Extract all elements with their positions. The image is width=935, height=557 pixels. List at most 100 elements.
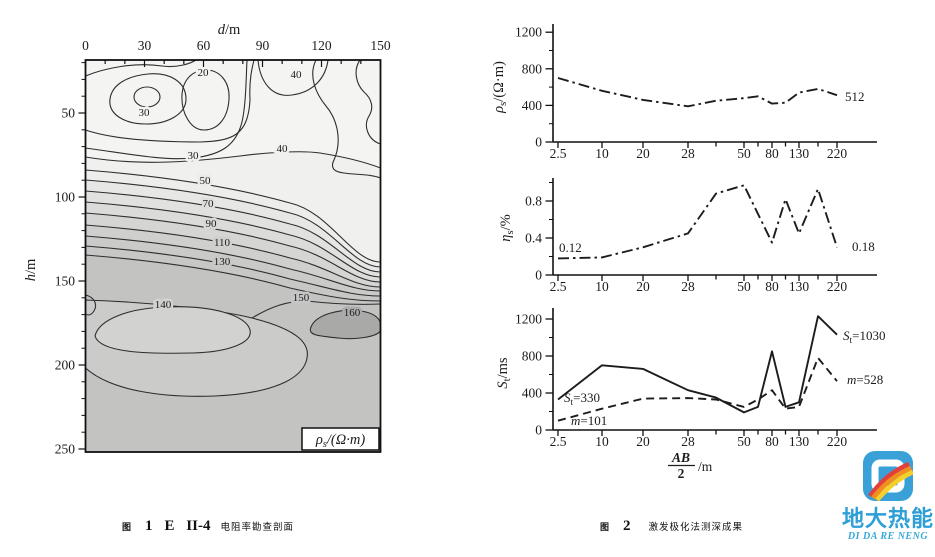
x-tick-label: 30 [138, 38, 152, 53]
contour-lines-shallow [85, 59, 381, 179]
x-tick-label: 2.5 [550, 146, 567, 161]
contour-line [312, 59, 381, 179]
figure2-caption: 图 2 激发极化法测深成果 [600, 518, 743, 535]
x-tick-label: 50 [737, 146, 751, 161]
x-tick-label: 20 [636, 434, 650, 449]
x-tick-label: 20 [636, 279, 650, 294]
y-tick-label: 800 [522, 61, 543, 76]
contour-region-140 [94, 306, 251, 354]
contour-ring-30 [109, 73, 187, 125]
x-tick-label: 28 [681, 434, 695, 449]
contour-line [85, 190, 381, 273]
contour-labels: 20 30 40 30 40 50 70 90 110 130 140 150 160 [136, 65, 363, 322]
contour-line-40-upper [257, 59, 329, 96]
contour-x-axis-title: d/m [218, 22, 241, 38]
x-tick-label: 80 [765, 146, 779, 161]
didareneng-logo: 地大热能 DI DA RE NENG [840, 450, 935, 542]
y-tick-label: 400 [522, 98, 543, 113]
contour-line [85, 179, 381, 268]
contour-line [85, 201, 381, 278]
contour-blob-20 [181, 69, 230, 131]
contour-ticks: 0 30 60 90 120 150 50 100 150 200 250 [55, 38, 391, 457]
x-title-denominator: 2 [678, 466, 685, 481]
contour-legend: ρs/(Ω·m) [301, 427, 380, 451]
chart-annotations: 512 0.12 0.18 St=330 m=101 St=1030 m=528 [559, 89, 885, 428]
contour-label: 70 [203, 198, 215, 210]
y-tick-label: 0 [535, 423, 542, 438]
x-tick-label: 220 [827, 434, 848, 449]
chart-series [557, 77, 838, 422]
contour-label: 140 [155, 299, 172, 311]
x-tick-label: 10 [595, 434, 609, 449]
contour-line [85, 212, 381, 283]
contour-line [355, 59, 381, 145]
y-tick-label: 0.4 [525, 231, 542, 246]
y-tick-label: 800 [522, 349, 543, 364]
contour-y-axis-title: h/m [23, 258, 39, 281]
panel1-y-axis-title: ρs/(Ω·m) [491, 61, 509, 114]
contour-line [85, 59, 197, 77]
annotation-m-end: m=528 [847, 372, 883, 387]
contour-legend-text: ρs/(Ω·m) [315, 432, 366, 450]
y-tick-label: 250 [55, 442, 76, 457]
contour-label: 30 [139, 107, 151, 119]
y-tick-label: 1200 [515, 25, 542, 40]
x-tick-label: 50 [737, 434, 751, 449]
x-tick-label: 150 [370, 38, 391, 53]
x-tick-label: 90 [256, 38, 270, 53]
x-tick-label: 28 [681, 279, 695, 294]
x-tick-label: 2.5 [550, 434, 567, 449]
contour-label: 150 [293, 292, 310, 304]
contour-label: 30 [188, 150, 200, 162]
figure2-caption-number: 2 [623, 518, 631, 534]
y-tick-label: 150 [55, 274, 76, 289]
contour-frame [84, 59, 382, 453]
x-tick-label: 80 [765, 434, 779, 449]
x-tick-label: 60 [197, 38, 211, 53]
eta-s-curve [557, 184, 838, 260]
x-tick-label: 20 [636, 146, 650, 161]
contour-label: 90 [206, 218, 218, 230]
x-tick-label: 10 [595, 279, 609, 294]
figure1-caption-title: 电阻率勘查剖面 [220, 523, 294, 533]
x-tick-label: 28 [681, 146, 695, 161]
contour-label: 40 [291, 69, 303, 81]
x-tick-label: 130 [789, 146, 810, 161]
y-tick-label: 1200 [515, 312, 542, 327]
contour-bottom-features [84, 294, 382, 397]
logo-rainbow-orange [871, 465, 912, 500]
annotation-m-start: m=101 [571, 413, 607, 428]
x-title-numerator: AB [671, 450, 690, 465]
y-tick-label: 0 [535, 135, 542, 150]
contour-label: 160 [344, 307, 361, 319]
x-tick-label: 2.5 [550, 279, 567, 294]
annotation-rho-end: 512 [845, 89, 865, 104]
x-title-unit: /m [698, 459, 713, 474]
contour-line [85, 59, 255, 143]
logo-rainbow-red [868, 461, 910, 498]
annotation-eta-end: 0.18 [852, 239, 875, 254]
contour-label: 20 [198, 67, 210, 79]
y-tick-label: 50 [62, 106, 76, 121]
y-tick-label: 400 [522, 386, 543, 401]
contour-line [85, 224, 381, 288]
figure1-caption-prefix: 图 [122, 522, 132, 532]
contour-label: 40 [277, 143, 289, 155]
contour-line-150 [251, 300, 381, 319]
contour-line-40 [85, 151, 381, 169]
contour-line [85, 169, 381, 263]
annotation-st-start: St=330 [564, 390, 600, 408]
rho-s-curve [557, 77, 838, 108]
figure2-caption-title: 激发极化法测深成果 [648, 523, 744, 533]
x-tick-label: 120 [311, 38, 332, 53]
y-tick-label: 100 [55, 190, 76, 205]
contour-figure: 20 30 40 30 40 50 70 90 110 130 140 150 160 0 30 60 90 1… [23, 22, 391, 457]
figure1-caption: 图 1 E II-4 电阻率勘查剖面 [122, 518, 294, 535]
contour-ring-inner [133, 86, 161, 108]
annotation-st-end: St=1030 [843, 328, 885, 346]
contour-line-30 [85, 59, 248, 160]
panel3-y-axis-title: St/ms [495, 357, 513, 388]
x-tick-label: 50 [737, 279, 751, 294]
